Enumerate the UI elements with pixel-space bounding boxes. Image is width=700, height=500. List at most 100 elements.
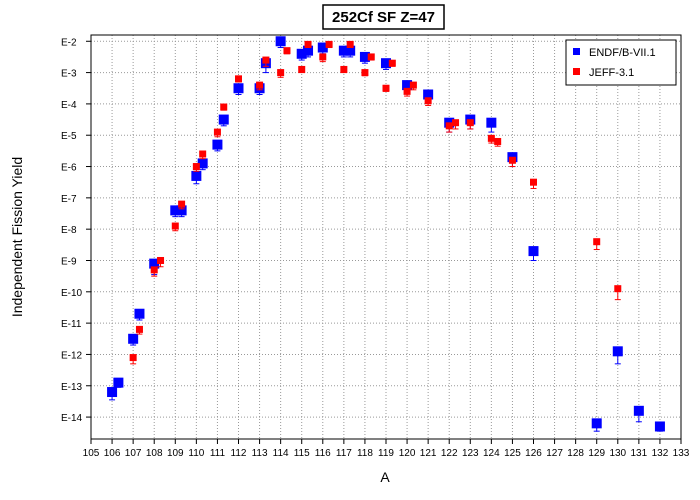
data-point (256, 81, 264, 89)
data-point (235, 75, 242, 83)
data-point (423, 89, 434, 100)
data-point (107, 387, 118, 398)
y-tick-label: E-11 (61, 319, 82, 330)
data-point (171, 222, 179, 230)
data-point (218, 114, 229, 125)
y-tick-label: E-2 (61, 37, 77, 48)
x-tick-label: 118 (357, 448, 373, 459)
data-point (129, 354, 137, 362)
data-point (220, 103, 228, 111)
y-tick-label: E-14 (61, 413, 83, 424)
data-point (361, 69, 369, 77)
x-tick-label: 124 (483, 448, 500, 459)
data-point (298, 65, 306, 73)
data-point (452, 119, 460, 127)
data-point (346, 40, 354, 48)
data-point (593, 238, 601, 246)
data-point (382, 84, 390, 92)
y-axis: E-2 E-3 E-4 E-5 E-6 E-7 E-8 E-9 E-10 E-11 E-12 E-13… (61, 37, 91, 424)
x-tick-label: 128 (567, 448, 584, 459)
y-tick-label: E-8 (61, 225, 77, 236)
data-point (113, 377, 124, 388)
x-tick-label: 121 (420, 448, 437, 459)
x-tick-label: 115 (294, 448, 310, 459)
legend-label-endf: ENDF/B-VII.1 (589, 47, 656, 59)
x-tick-label: 106 (104, 448, 121, 459)
legend-label-jeff: JEFF-3.1 (589, 67, 634, 79)
data-point (612, 346, 623, 357)
series-jeff (129, 40, 622, 365)
x-tick-label: 117 (336, 448, 352, 459)
data-point (466, 119, 474, 127)
x-tick-label: 111 (210, 448, 226, 459)
x-tick-label: 122 (441, 448, 458, 459)
data-point (325, 40, 333, 48)
x-tick-label: 131 (631, 448, 648, 459)
data-point (212, 139, 223, 150)
x-tick-label: 108 (146, 448, 163, 459)
data-point (424, 97, 432, 105)
x-tick-label: 110 (188, 448, 204, 459)
data-point (176, 205, 187, 216)
data-point (445, 122, 453, 130)
x-tick-label: 133 (673, 448, 690, 459)
data-point (319, 53, 327, 61)
chart-title-box: 252Cf SF Z=47 (322, 4, 445, 30)
y-tick-label: E-12 (61, 350, 83, 361)
legend-swatch-jeff (573, 68, 580, 75)
x-axis: 105 106 107 108 109 110 111 112 113 114 115 116 117 1… (83, 439, 690, 459)
data-point (494, 137, 502, 145)
y-tick-label: E-9 (61, 256, 77, 267)
data-point (275, 36, 286, 47)
data-point (277, 69, 285, 77)
data-point (150, 266, 158, 274)
x-tick-label: 119 (378, 448, 394, 459)
x-tick-label: 127 (546, 448, 563, 459)
data-point (409, 81, 417, 89)
data-point (528, 246, 539, 257)
data-point (135, 325, 143, 333)
data-point (128, 333, 139, 344)
data-point (192, 163, 200, 171)
legend: ENDF/B-VII.1 JEFF-3.1 (565, 39, 677, 86)
legend-swatch-endf (573, 48, 580, 55)
x-tick-label: 114 (273, 448, 289, 459)
data-point (508, 156, 516, 164)
x-tick-label: 126 (525, 448, 542, 459)
x-tick-label: 112 (231, 448, 247, 459)
data-point (178, 200, 186, 208)
y-tick-label: E-10 (61, 288, 83, 299)
data-point (388, 59, 396, 67)
data-point (303, 45, 314, 56)
x-tick-label: 125 (504, 448, 521, 459)
data-point (197, 158, 208, 169)
data-point (317, 42, 328, 53)
x-tick-label: 130 (609, 448, 626, 459)
x-tick-label: 123 (462, 448, 479, 459)
y-tick-label: E-13 (61, 382, 83, 393)
y-tick-label: E-5 (61, 131, 77, 142)
grid (91, 35, 681, 439)
data-point (340, 65, 348, 73)
x-tick-label: 132 (652, 448, 669, 459)
legend-box (565, 39, 677, 86)
y-axis-label: Independent Fission Yield (9, 157, 25, 317)
y-tick-label: E-6 (61, 163, 77, 174)
data-point (633, 405, 644, 416)
data-point (381, 58, 391, 69)
data-point (191, 170, 202, 181)
data-point (157, 256, 165, 264)
data-point (486, 117, 497, 128)
data-point (345, 45, 356, 56)
data-point (359, 51, 370, 62)
data-point (403, 87, 411, 95)
data-point (530, 178, 537, 186)
x-tick-label: 129 (588, 448, 605, 459)
x-tick-label: 105 (83, 448, 100, 459)
data-point (170, 205, 181, 216)
data-point (614, 285, 622, 293)
data-point (591, 418, 602, 429)
data-point (487, 134, 495, 142)
y-tick-label: E-4 (61, 100, 77, 111)
